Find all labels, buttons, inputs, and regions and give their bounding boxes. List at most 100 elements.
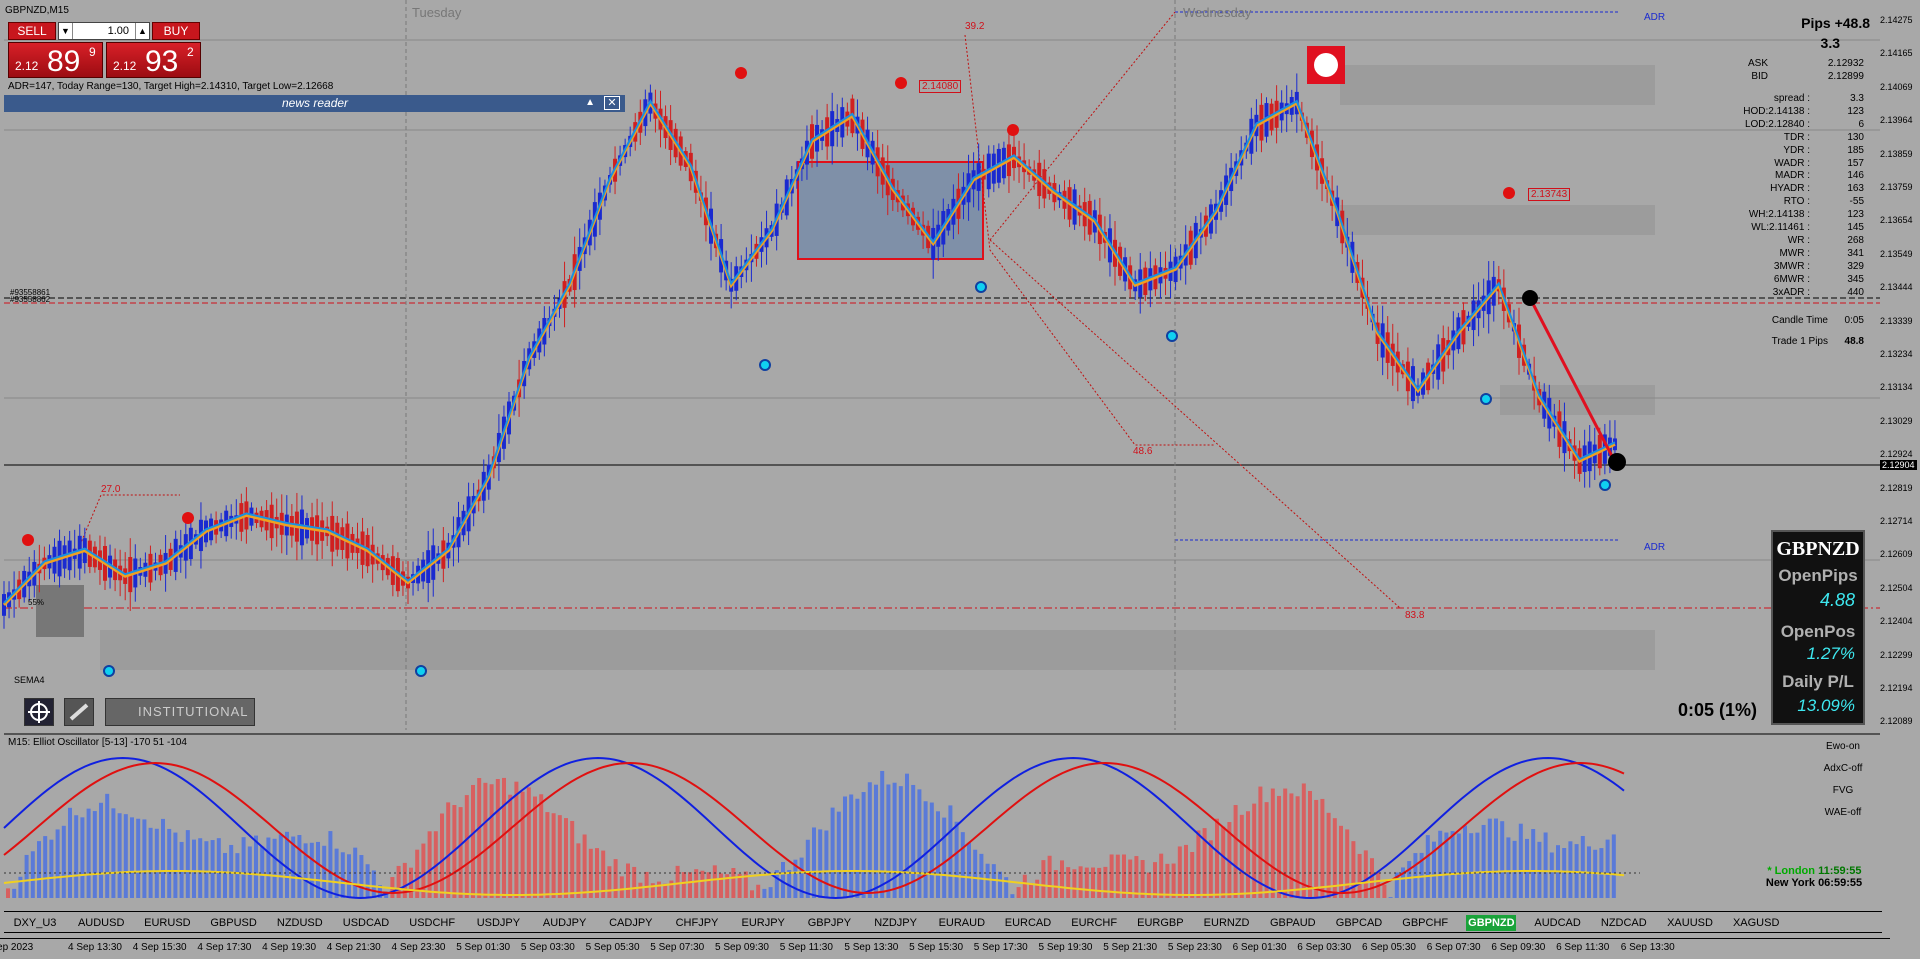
tab-audjpy[interactable]: AUDJPY bbox=[542, 917, 587, 929]
osc-bar bbox=[1444, 832, 1449, 898]
level-label-4: 27.0 bbox=[101, 484, 121, 495]
main-chart[interactable] bbox=[0, 0, 1890, 730]
time-label: 5 Sep 23:30 bbox=[1167, 942, 1222, 953]
stat-key: WL:2.11461 : bbox=[1751, 222, 1810, 233]
time-label: 6 Sep 07:30 bbox=[1426, 942, 1481, 953]
osc-bar bbox=[1283, 788, 1288, 898]
swing-high-dot bbox=[1503, 187, 1515, 199]
price-label: 2.13444 bbox=[1880, 282, 1913, 293]
bid-sup: 9 bbox=[89, 45, 96, 59]
pips-value: 3.3 bbox=[1820, 35, 1840, 51]
osc-bar bbox=[564, 818, 568, 898]
zone-rect bbox=[1340, 205, 1655, 235]
stat-key: YDR : bbox=[1783, 144, 1810, 156]
tab-nzdjpy[interactable]: NZDJPY bbox=[874, 917, 917, 929]
osc-bar bbox=[210, 840, 215, 898]
tab-usdchf[interactable]: USDCHF bbox=[409, 917, 456, 929]
stat-key: HOD:2.14138 : bbox=[1743, 105, 1810, 117]
osc-bar bbox=[1215, 818, 1219, 898]
buy-button[interactable]: BUY bbox=[152, 22, 200, 40]
tab-dxy_u3[interactable]: DXY_U3 bbox=[13, 917, 57, 929]
osc-bar bbox=[1425, 835, 1430, 898]
swing-low-dot bbox=[1480, 393, 1492, 405]
lots-value[interactable]: 1.00 bbox=[107, 25, 129, 37]
tab-nzdusd[interactable]: NZDUSD bbox=[276, 917, 323, 929]
time-label: 4 Sep 15:30 bbox=[132, 942, 187, 953]
osc-bar bbox=[626, 863, 630, 898]
osc-bar bbox=[130, 817, 134, 898]
tab-gbpcad[interactable]: GBPCAD bbox=[1335, 917, 1383, 929]
price-label: 2.12404 bbox=[1880, 616, 1913, 627]
tab-eurchf[interactable]: EURCHF bbox=[1071, 917, 1118, 929]
tab-chfjpy[interactable]: CHFJPY bbox=[675, 917, 719, 929]
lots-stepper[interactable]: ▼ 1.00 ▲ bbox=[58, 22, 150, 40]
osc-bar bbox=[1177, 846, 1182, 898]
tab-euraud[interactable]: EURAUD bbox=[938, 917, 986, 929]
tab-audusd[interactable]: AUDUSD bbox=[77, 917, 125, 929]
osc-bar bbox=[644, 871, 649, 898]
osc-bar bbox=[12, 888, 17, 898]
price-label: 2.12299 bbox=[1880, 649, 1913, 660]
institutional-mode-button[interactable]: INSTITUTIONAL MODE bbox=[105, 698, 255, 745]
tab-usdjpy[interactable]: USDJPY bbox=[476, 917, 521, 929]
collapse-icon[interactable]: ▲ bbox=[585, 97, 595, 108]
osc-bar bbox=[936, 811, 940, 898]
time-label: 6 Sep 13:30 bbox=[1620, 942, 1675, 953]
bid-price-button[interactable]: 2.12 89 9 bbox=[8, 42, 103, 78]
osc-bar bbox=[1078, 866, 1083, 898]
osc-bar bbox=[1066, 867, 1071, 898]
sell-button[interactable]: SELL bbox=[8, 22, 56, 40]
price-chart-svg[interactable] bbox=[0, 0, 1890, 730]
lots-down-icon[interactable]: ▼ bbox=[59, 23, 73, 39]
tab-gbpaud[interactable]: GBPAUD bbox=[1269, 917, 1316, 929]
crosshair-icon[interactable] bbox=[24, 698, 54, 726]
tab-nzdcad[interactable]: NZDCAD bbox=[1600, 917, 1647, 929]
osc-bar bbox=[446, 802, 451, 898]
tab-eurcad[interactable]: EURCAD bbox=[1004, 917, 1052, 929]
close-icon[interactable]: ✕ bbox=[604, 96, 620, 110]
tab-eurjpy[interactable]: EURJPY bbox=[741, 917, 785, 929]
osc-bar bbox=[198, 838, 203, 898]
tab-eurnzd[interactable]: EURNZD bbox=[1203, 917, 1250, 929]
adxc-button[interactable]: AdxC-off bbox=[1823, 763, 1863, 774]
tab-gbpjpy[interactable]: GBPJPY bbox=[807, 917, 852, 929]
oscillator-svg[interactable] bbox=[0, 733, 1890, 905]
stat-row: 3MWR : 329 bbox=[1718, 261, 1878, 274]
stat-row: BID 2.12899 bbox=[1718, 71, 1878, 84]
osc-bar bbox=[1345, 829, 1350, 898]
tab-eurgbp[interactable]: EURGBP bbox=[1137, 917, 1184, 929]
osc-bar bbox=[595, 848, 599, 898]
tab-xagusd[interactable]: XAGUSD bbox=[1732, 917, 1780, 929]
tab-cadjpy[interactable]: CADJPY bbox=[609, 917, 653, 929]
osc-bar bbox=[1122, 854, 1126, 898]
tab-gbpchf[interactable]: GBPCHF bbox=[1402, 917, 1449, 929]
osc-bar bbox=[1574, 844, 1579, 898]
news-reader-bar[interactable]: news reader ▲ ✕ bbox=[4, 95, 625, 112]
tab-eurusd[interactable]: EURUSD bbox=[144, 917, 191, 929]
tab-audcad[interactable]: AUDCAD bbox=[1534, 917, 1581, 929]
tab-xauusd[interactable]: XAUUSD bbox=[1667, 917, 1713, 929]
osc-bar bbox=[1208, 840, 1213, 898]
stat-value: 2.12932 bbox=[1827, 58, 1864, 69]
lots-up-icon[interactable]: ▲ bbox=[135, 23, 149, 39]
stat-row: Candle Time 0:05 bbox=[1718, 315, 1878, 328]
tab-gbpnzd[interactable]: GBPNZD bbox=[1466, 915, 1517, 931]
osc-bar bbox=[1072, 869, 1077, 898]
osc-bar bbox=[123, 814, 128, 898]
openpips-value: 4.88 bbox=[1819, 590, 1855, 610]
link-icon[interactable] bbox=[64, 698, 94, 726]
fvg-button[interactable]: FVG bbox=[1832, 785, 1854, 796]
order-label-1: #93558861 bbox=[10, 288, 51, 297]
tab-usdcad[interactable]: USDCAD bbox=[342, 917, 390, 929]
ask-price-button[interactable]: 2.12 93 2 bbox=[106, 42, 201, 78]
tab-gbpusd[interactable]: GBPUSD bbox=[210, 917, 257, 929]
osc-bar bbox=[663, 883, 668, 898]
time-label: 5 Sep 15:30 bbox=[909, 942, 964, 953]
osc-bar bbox=[1221, 826, 1226, 898]
osc-bar bbox=[998, 871, 1002, 898]
wae-button[interactable]: WAE-off bbox=[1824, 807, 1862, 818]
osc-bar bbox=[1277, 795, 1281, 898]
ewo-button[interactable]: Ewo-on bbox=[1826, 741, 1860, 752]
price-axis: 2.14275 2.14165 2.14069 2.13964 2.13859 2.137… bbox=[1880, 0, 1920, 959]
osc-bar bbox=[681, 872, 686, 898]
